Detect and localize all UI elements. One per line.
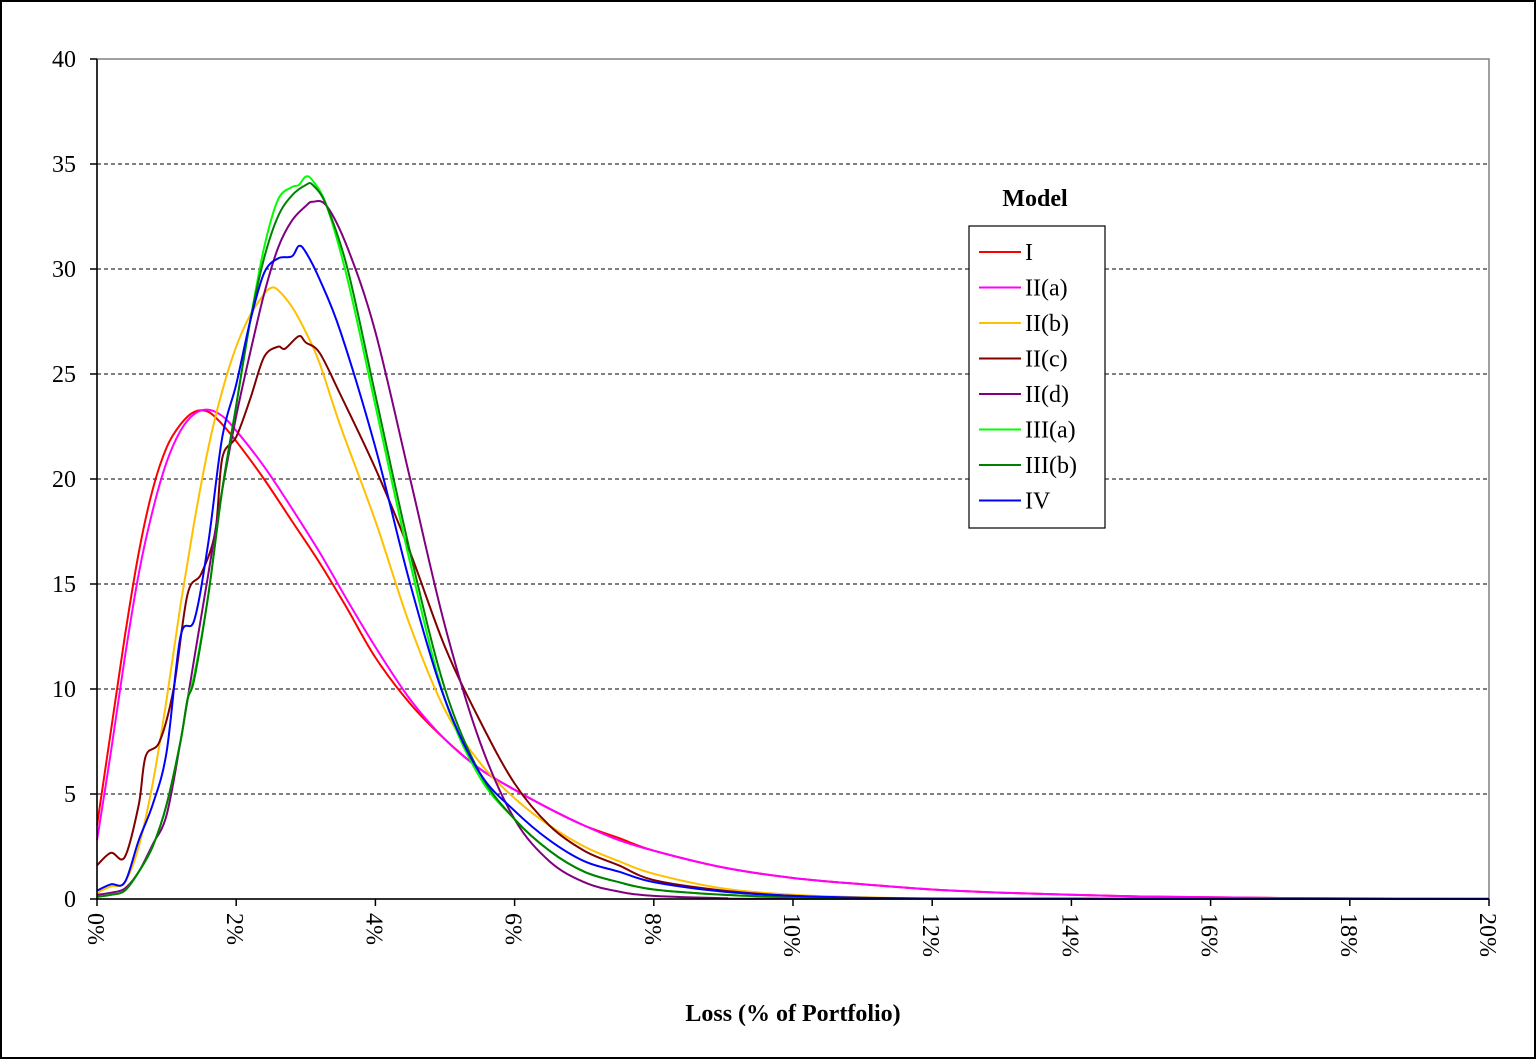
x-tick-label: 10%	[778, 913, 804, 957]
y-tick-label: 30	[52, 257, 76, 283]
series-line-i	[96, 409, 1490, 900]
series-line-iii-a	[96, 175, 1490, 900]
series-line-ii-b	[96, 286, 1490, 900]
x-axis-ticks: 0% 2% 4% 6% 8% 10% 12% 14% 16% 18% 20%	[82, 899, 1500, 957]
x-tick-label: 4%	[360, 913, 386, 945]
legend-label-iv: IV	[1025, 489, 1051, 515]
legend-label-ii-a: II(a)	[1025, 276, 1068, 302]
series-line-iii-b	[96, 182, 1490, 900]
legend: Model III(a)II(b)II(c)II(d)III(a)III(b)I…	[968, 186, 1106, 529]
x-tick-label: 16%	[1196, 913, 1222, 957]
legend-label-iii-b: III(b)	[1025, 453, 1077, 479]
gridlines	[97, 163, 1489, 795]
x-tick-label: 0%	[82, 913, 108, 945]
y-tick-label: 15	[52, 572, 76, 598]
series-line-ii-c	[96, 335, 1490, 900]
legend-title: Model	[1002, 186, 1068, 212]
y-tick-label: 5	[64, 782, 76, 808]
x-tick-label: 6%	[500, 913, 526, 945]
x-tick-label: 18%	[1335, 913, 1361, 957]
legend-box	[968, 225, 1106, 529]
x-tick-label: 8%	[639, 913, 665, 945]
legend-label-ii-c: II(c)	[1025, 347, 1068, 373]
series-line-ii-a	[96, 408, 1490, 900]
x-tick-label: 12%	[917, 913, 943, 957]
y-axis-ticks: 0 5 10 15 20 25 30 35 40	[52, 47, 97, 913]
x-axis-title: Loss (% of Portfolio)	[685, 1001, 900, 1027]
legend-label-iii-a: III(a)	[1025, 418, 1076, 444]
y-tick-label: 10	[52, 677, 76, 703]
x-tick-label: 20%	[1474, 913, 1500, 957]
x-tick-label: 14%	[1056, 913, 1082, 957]
series-lines	[96, 175, 1490, 900]
y-tick-label: 40	[52, 47, 76, 73]
x-tick-label: 2%	[221, 913, 247, 945]
legend-items: III(a)II(b)II(c)II(d)III(a)III(b)IV	[979, 240, 1077, 515]
legend-label-ii-d: II(d)	[1025, 382, 1069, 408]
legend-label-ii-b: II(b)	[1025, 311, 1069, 337]
series-line-iv	[96, 244, 1490, 900]
legend-label-i: I	[1025, 240, 1033, 266]
y-tick-label: 25	[52, 362, 76, 388]
y-tick-label: 0	[64, 887, 76, 913]
y-tick-label: 20	[52, 467, 76, 493]
y-tick-label: 35	[52, 152, 76, 178]
